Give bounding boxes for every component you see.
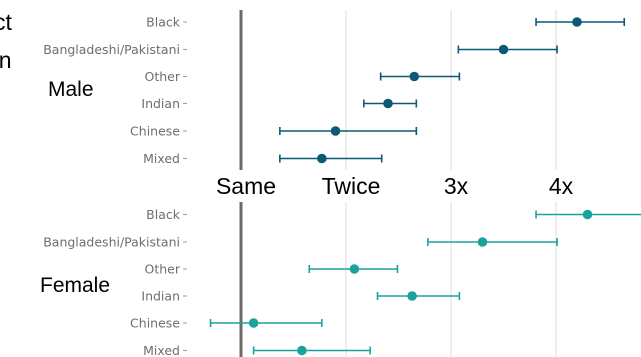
x-tick-label-1: Same: [216, 173, 276, 199]
panel-label-female: Female: [40, 274, 110, 297]
estimate-point-other-1: [349, 264, 360, 274]
title-fragment-2: on: [0, 47, 12, 73]
tick-label-band: [195, 170, 641, 202]
x-tick-label-4: 4x: [549, 173, 574, 199]
chart-marks: [183, 17, 641, 356]
estimate-point-other-0: [409, 71, 420, 82]
category-label-other-1: Other: [145, 262, 181, 277]
estimate-point-mixed-0: [317, 153, 327, 164]
category-label-bangladeshi-pakistani-0: Bangladeshi/Pakistani: [43, 42, 180, 57]
estimate-point-chinese-1: [248, 318, 259, 328]
category-label-black-0: Black: [146, 15, 181, 30]
estimate-point-black-0: [572, 17, 582, 27]
panel-label-male: Male: [48, 78, 94, 101]
x-tick-label-2: Twice: [322, 173, 381, 199]
estimate-point-bangladeshi-pakistani-0: [498, 44, 509, 55]
estimate-point-indian-0: [383, 98, 393, 109]
estimate-point-black-1: [582, 209, 593, 220]
chart-labels: Same Twice 3x 4x Male Black Bangladeshi/Pakist…: [40, 15, 574, 357]
estimate-point-indian-1: [407, 291, 417, 301]
category-label-black-1: Black: [146, 207, 181, 222]
estimate-point-mixed-1: [297, 345, 307, 356]
title-fragment-1: ct: [0, 9, 13, 35]
category-label-indian-0: Indian: [141, 96, 180, 111]
x-tick-label-3: 3x: [444, 173, 469, 199]
estimate-point-bangladeshi-pakistani-1: [477, 237, 488, 247]
category-label-indian-1: Indian: [141, 289, 180, 304]
category-label-mixed-1: Mixed: [143, 343, 180, 357]
category-label-chinese-0: Chinese: [130, 124, 180, 139]
category-label-mixed-0: Mixed: [143, 151, 180, 166]
grid-lines: [195, 10, 641, 357]
category-label-other-0: Other: [145, 69, 181, 84]
category-label-chinese-1: Chinese: [130, 316, 180, 331]
estimate-point-chinese-0: [330, 126, 341, 136]
category-label-bangladeshi-pakistani-1: Bangladeshi/Pakistani: [43, 235, 180, 250]
